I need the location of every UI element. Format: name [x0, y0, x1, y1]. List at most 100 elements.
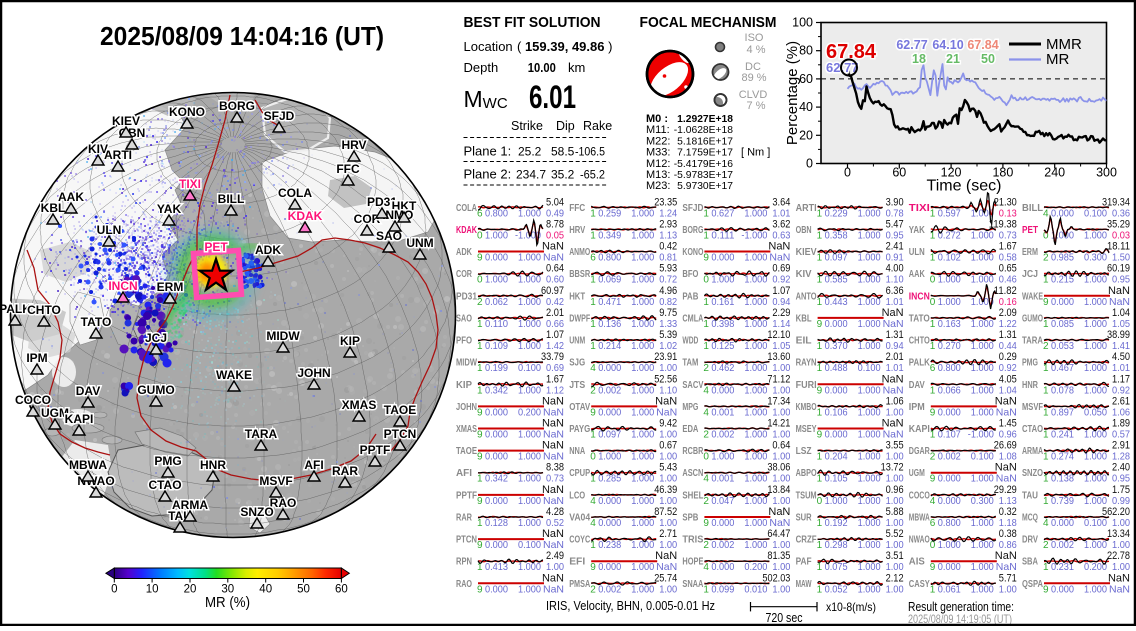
svg-text:AFI: AFI — [456, 467, 472, 479]
svg-text:MCQ: MCQ — [1022, 512, 1038, 524]
svg-text:1: 1 — [930, 253, 936, 264]
svg-text:MPG: MPG — [682, 401, 698, 413]
svg-text:81.35: 81.35 — [767, 550, 790, 562]
svg-text:0: 0 — [1043, 230, 1049, 241]
svg-text:0.010: 0.010 — [744, 584, 767, 595]
svg-text:PPTF: PPTF — [360, 443, 391, 457]
svg-text:0.67: 0.67 — [659, 440, 677, 452]
svg-text:1.000: 1.000 — [858, 584, 881, 595]
svg-text:40: 40 — [799, 100, 813, 114]
svg-text:4 %: 4 % — [747, 44, 766, 56]
svg-text:PTCN: PTCN — [456, 534, 477, 546]
svg-text:1.000: 1.000 — [858, 540, 881, 551]
svg-text:1.000: 1.000 — [631, 363, 654, 374]
svg-text:MSVF: MSVF — [259, 474, 292, 488]
svg-text:0.44: 0.44 — [999, 340, 1017, 352]
svg-text:1.00: 1.00 — [659, 362, 677, 374]
svg-text:1.000: 1.000 — [485, 275, 508, 286]
svg-text:1.24: 1.24 — [659, 207, 677, 219]
svg-text:1.000: 1.000 — [1084, 430, 1107, 441]
svg-text:1.000: 1.000 — [631, 341, 654, 352]
svg-text:M13:: M13: — [646, 169, 670, 181]
svg-text:NaN: NaN — [655, 395, 677, 407]
svg-text:20: 20 — [184, 584, 197, 596]
svg-text:1.000: 1.000 — [631, 496, 654, 507]
svg-text:UGM: UGM — [909, 467, 925, 479]
svg-text:1.00: 1.00 — [659, 451, 677, 463]
svg-text:21.30: 21.30 — [994, 196, 1017, 208]
svg-text:[ Nm ]: [ Nm ] — [741, 147, 770, 159]
svg-text:1: 1 — [817, 474, 823, 485]
svg-text:0.259: 0.259 — [598, 208, 621, 219]
svg-text:1.22: 1.22 — [999, 318, 1017, 330]
svg-text:0: 0 — [806, 157, 813, 171]
svg-text:14.21: 14.21 — [767, 418, 790, 430]
svg-text:-106.5: -106.5 — [575, 145, 605, 159]
svg-text:4: 4 — [703, 474, 709, 485]
svg-text:1.000: 1.000 — [1051, 230, 1074, 241]
svg-text:1.00: 1.00 — [772, 384, 790, 396]
svg-text:0.000: 0.000 — [1051, 208, 1074, 219]
svg-text:20: 20 — [799, 128, 813, 142]
svg-text:4: 4 — [590, 518, 596, 529]
svg-text:9: 9 — [477, 584, 483, 595]
svg-text:0.138: 0.138 — [1051, 474, 1074, 485]
svg-text:1.000: 1.000 — [858, 474, 881, 485]
svg-text:NaN: NaN — [542, 418, 564, 430]
svg-text:1.000: 1.000 — [971, 584, 994, 595]
svg-text:0.467: 0.467 — [1051, 363, 1074, 374]
svg-text:( 159.39, 49.86 ): ( 159.39, 49.86 ) — [517, 39, 612, 54]
svg-text:2: 2 — [703, 540, 709, 551]
svg-text:1.000: 1.000 — [631, 297, 654, 308]
svg-text:1.000: 1.000 — [744, 275, 767, 286]
svg-text:6: 6 — [477, 208, 483, 219]
svg-text:1.000: 1.000 — [1084, 230, 1107, 241]
svg-text:0.38: 0.38 — [999, 528, 1017, 540]
svg-text:1: 1 — [817, 540, 823, 551]
svg-text:1: 1 — [817, 230, 823, 241]
svg-text:4.96: 4.96 — [659, 285, 677, 297]
svg-text:1: 1 — [590, 540, 596, 551]
svg-text:0.13: 0.13 — [999, 207, 1017, 219]
svg-text:1.00: 1.00 — [772, 561, 790, 573]
svg-text:NaN: NaN — [542, 241, 564, 253]
svg-text:0.000: 0.000 — [485, 253, 508, 264]
svg-text:80: 80 — [799, 44, 813, 58]
svg-text:6: 6 — [930, 363, 936, 374]
svg-text:1: 1 — [817, 407, 823, 418]
svg-text:ULN: ULN — [909, 246, 925, 258]
svg-text:M11:: M11: — [646, 124, 670, 136]
svg-text:1.00: 1.00 — [886, 406, 904, 418]
svg-text:35.2: 35.2 — [551, 168, 575, 182]
svg-text:1: 1 — [817, 584, 823, 595]
svg-text:50: 50 — [297, 584, 310, 596]
svg-text:1.00: 1.00 — [886, 495, 904, 507]
svg-text:0.96: 0.96 — [999, 429, 1017, 441]
svg-text:0.100: 0.100 — [518, 363, 541, 374]
svg-text:1.000: 1.000 — [711, 275, 734, 286]
svg-text:0.471: 0.471 — [598, 297, 621, 308]
svg-text:52.56: 52.56 — [654, 373, 677, 385]
svg-text:ADK: ADK — [255, 243, 281, 257]
svg-text:IPM: IPM — [26, 351, 47, 365]
svg-text:67.84: 67.84 — [967, 38, 998, 52]
svg-text:1.000: 1.000 — [744, 430, 767, 441]
svg-text:M0 :: M0 : — [646, 113, 668, 125]
svg-text:MSVF: MSVF — [1022, 401, 1043, 413]
svg-text:0.078: 0.078 — [1051, 385, 1074, 396]
svg-text:ISO: ISO — [745, 32, 764, 44]
svg-text:PALK: PALK — [909, 357, 930, 369]
svg-text:YAK: YAK — [157, 202, 182, 216]
svg-text:NaN: NaN — [543, 539, 564, 551]
svg-text:1: 1 — [477, 518, 483, 529]
svg-text:KIP: KIP — [340, 334, 360, 348]
svg-text:0.085: 0.085 — [1051, 319, 1074, 330]
svg-text:2: 2 — [703, 430, 709, 441]
svg-text:1.06: 1.06 — [1112, 406, 1130, 418]
svg-text:1.000: 1.000 — [631, 474, 654, 485]
svg-text:4: 4 — [703, 407, 709, 418]
svg-text:9: 9 — [703, 253, 709, 264]
svg-text:9: 9 — [930, 407, 936, 418]
svg-text:1.00: 1.00 — [659, 583, 677, 595]
svg-text:1.00: 1.00 — [886, 561, 904, 573]
